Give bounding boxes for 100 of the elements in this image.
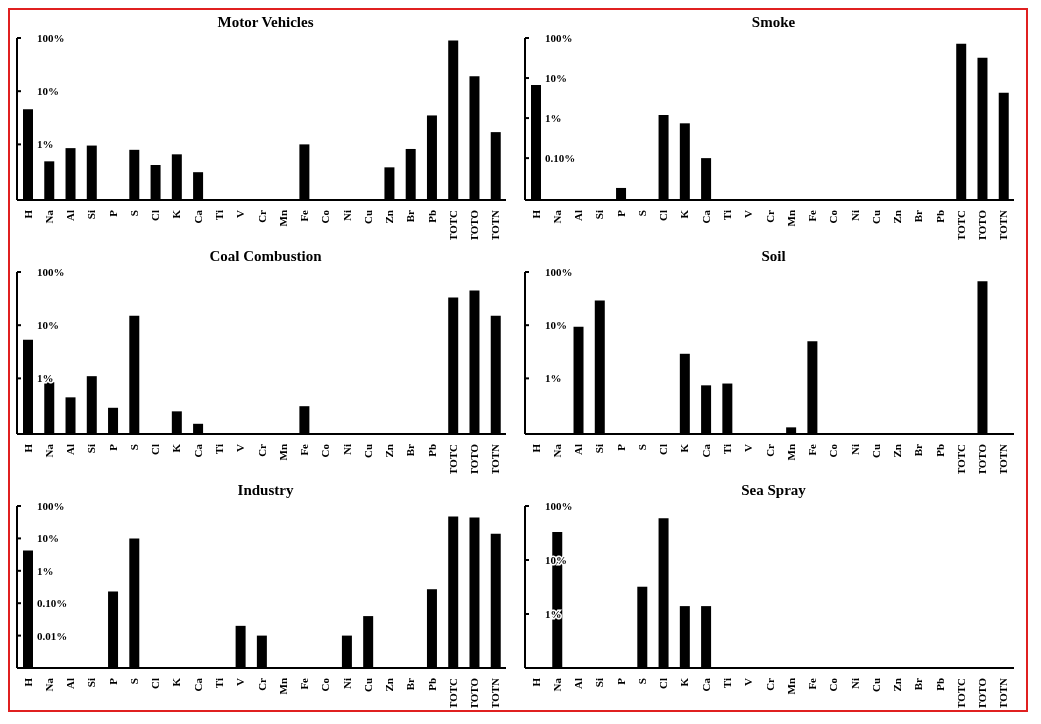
x-tick-label: Na xyxy=(42,209,55,224)
x-tick-label: K xyxy=(678,209,691,219)
x-tick-label: TOTC xyxy=(954,443,967,475)
x-tick-label: Br xyxy=(912,677,925,691)
x-tick-label: TOTN xyxy=(489,209,502,241)
x-tick-label: Si xyxy=(85,210,98,220)
x-tick-label: Cl xyxy=(657,210,670,221)
x-tick-label: Ca xyxy=(191,209,204,224)
x-tick-label: Pb xyxy=(425,678,438,691)
x-tick-label: H xyxy=(21,209,34,219)
x-tick-label: Co xyxy=(827,677,840,692)
x-tick-label: Ti xyxy=(212,678,225,689)
x-tick-label: S xyxy=(635,210,648,217)
x-tick-label: Na xyxy=(550,209,563,224)
x-tick-label: TOTN xyxy=(997,677,1010,709)
x-tick-label: Ni xyxy=(340,210,353,221)
x-tick-label: Co xyxy=(319,443,332,458)
x-tick-label: Pb xyxy=(933,444,946,457)
x-tick-label: K xyxy=(170,677,183,687)
x-tick-label: Cl xyxy=(149,444,162,455)
x-tick-label: Zn xyxy=(383,210,396,224)
x-tick-label: Ti xyxy=(212,210,225,221)
x-tick-label: K xyxy=(170,209,183,219)
x-tick-label: Cl xyxy=(657,678,670,689)
x-tick-label: Zn xyxy=(383,444,396,458)
x-tick-label: TOTN xyxy=(997,209,1010,241)
y-tick-label: 100% xyxy=(545,32,573,44)
x-tick-label: Br xyxy=(404,209,417,223)
x-tick-label: Si xyxy=(85,444,98,454)
x-tick-label: Pb xyxy=(933,210,946,223)
x-tick-label: Ti xyxy=(212,444,225,455)
x-tick-label: Si xyxy=(593,678,606,688)
x-tick-label: Na xyxy=(550,443,563,458)
x-tick-label: Fe xyxy=(298,677,311,690)
x-tick-label: Br xyxy=(912,209,925,223)
x-tick-label: H xyxy=(529,443,542,453)
x-tick-label: P xyxy=(614,209,627,217)
y-tick-label: 100% xyxy=(37,500,65,512)
chart-title: Soil xyxy=(760,247,787,266)
x-tick-label: Fe xyxy=(298,443,311,456)
x-tick-label: H xyxy=(21,677,34,687)
x-tick-label: Cr xyxy=(763,677,776,691)
x-tick-label: Cr xyxy=(255,443,268,457)
x-tick-label: Cr xyxy=(255,677,268,691)
x-tick-label: Pb xyxy=(933,678,946,691)
x-tick-label: Mn xyxy=(276,678,289,695)
y-tick-label: 10% xyxy=(37,532,59,545)
x-tick-label: Cl xyxy=(657,444,670,455)
x-tick-label: Ni xyxy=(340,678,353,689)
x-tick-label: Mn xyxy=(276,210,289,227)
chart-title: Coal Combustion xyxy=(208,247,323,266)
x-tick-label: Si xyxy=(85,678,98,688)
x-tick-label: V xyxy=(234,677,247,686)
x-tick-label: H xyxy=(529,209,542,219)
x-tick-label: Co xyxy=(319,209,332,224)
x-tick-label: Ti xyxy=(720,678,733,689)
y-tick-label: 100% xyxy=(545,266,573,278)
x-tick-label: Ni xyxy=(848,210,861,221)
x-tick-label: V xyxy=(234,209,247,218)
x-tick-label: Al xyxy=(64,444,77,455)
y-tick-label: 10% xyxy=(545,72,567,85)
x-tick-label: Ti xyxy=(720,210,733,221)
x-tick-label: Cr xyxy=(255,209,268,223)
x-tick-label: Ni xyxy=(848,678,861,689)
x-tick-label: Br xyxy=(404,443,417,457)
x-tick-label: Al xyxy=(572,678,585,689)
x-tick-label: Si xyxy=(593,444,606,454)
x-tick-label: Cu xyxy=(361,210,374,225)
x-tick-label: Zn xyxy=(891,210,904,224)
x-tick-label: TOTN xyxy=(489,443,502,475)
x-tick-label: Al xyxy=(64,210,77,221)
x-tick-label: TOTC xyxy=(954,209,967,241)
x-tick-label: Cl xyxy=(149,678,162,689)
x-tick-label: Br xyxy=(912,443,925,457)
x-tick-label: Ca xyxy=(699,209,712,224)
chart-title: Industry xyxy=(236,481,295,500)
x-tick-label: S xyxy=(127,444,140,451)
x-tick-label: Co xyxy=(319,677,332,692)
x-tick-label: V xyxy=(234,443,247,452)
x-tick-label: Pb xyxy=(425,210,438,223)
x-tick-label: TOTN xyxy=(489,677,502,709)
x-tick-label: Si xyxy=(593,210,606,220)
x-tick-label: Cr xyxy=(763,209,776,223)
x-tick-label: Na xyxy=(42,677,55,692)
x-tick-label: H xyxy=(529,677,542,687)
x-tick-label: Mn xyxy=(276,444,289,461)
x-tick-label: Al xyxy=(572,444,585,455)
x-tick-label: Ca xyxy=(191,443,204,458)
y-tick-label: 1% xyxy=(37,372,54,385)
y-tick-label: 0.10% xyxy=(37,597,68,610)
y-tick-label: 1% xyxy=(545,372,562,385)
x-tick-label: Cu xyxy=(361,444,374,459)
x-tick-label: Fe xyxy=(298,209,311,222)
y-tick-label: 10% xyxy=(37,85,59,98)
x-tick-label: Ti xyxy=(720,444,733,455)
x-tick-label: Br xyxy=(404,677,417,691)
x-tick-label: Ca xyxy=(699,443,712,458)
x-tick-label: P xyxy=(106,209,119,217)
y-tick-label: 10% xyxy=(545,319,567,332)
y-tick-label: 100% xyxy=(37,32,65,44)
